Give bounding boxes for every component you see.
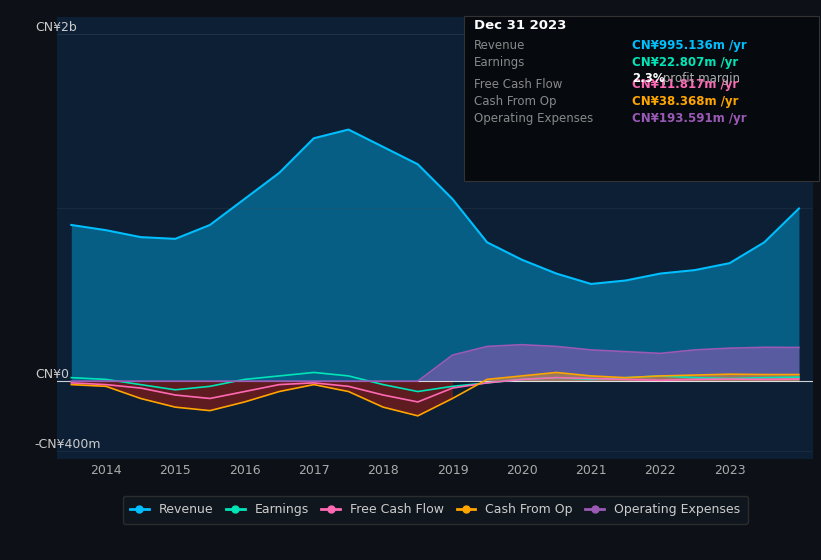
Text: CN¥2b: CN¥2b — [34, 21, 76, 34]
Text: CN¥38.368m /yr: CN¥38.368m /yr — [632, 95, 739, 108]
Text: Free Cash Flow: Free Cash Flow — [474, 78, 562, 91]
Text: CN¥193.591m /yr: CN¥193.591m /yr — [632, 112, 747, 125]
Text: Earnings: Earnings — [474, 56, 525, 69]
Legend: Revenue, Earnings, Free Cash Flow, Cash From Op, Operating Expenses: Revenue, Earnings, Free Cash Flow, Cash … — [122, 496, 748, 524]
Text: CN¥0: CN¥0 — [34, 368, 69, 381]
Text: Operating Expenses: Operating Expenses — [474, 112, 593, 125]
Text: CN¥22.807m /yr: CN¥22.807m /yr — [632, 56, 738, 69]
Text: CN¥995.136m /yr: CN¥995.136m /yr — [632, 39, 747, 52]
Text: 2.3%: 2.3% — [632, 72, 665, 85]
Text: Revenue: Revenue — [474, 39, 525, 52]
Text: CN¥11.817m /yr: CN¥11.817m /yr — [632, 78, 738, 91]
Text: Dec 31 2023: Dec 31 2023 — [474, 19, 566, 32]
Text: profit margin: profit margin — [659, 72, 741, 85]
Text: -CN¥400m: -CN¥400m — [34, 437, 101, 451]
Text: Cash From Op: Cash From Op — [474, 95, 556, 108]
